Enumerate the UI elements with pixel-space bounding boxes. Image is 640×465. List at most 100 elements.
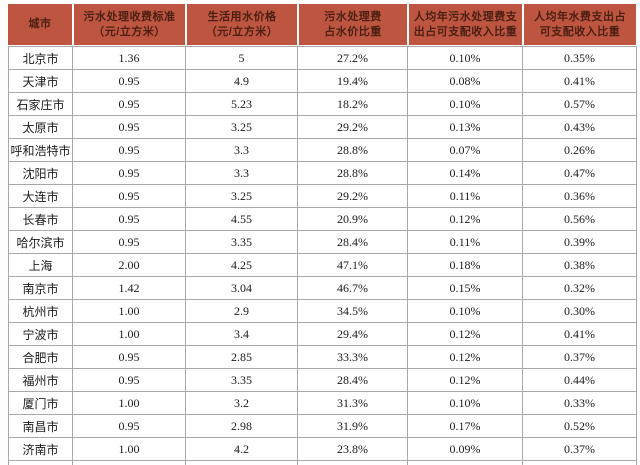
value-cell: 2.9 <box>185 299 298 323</box>
value-cell: 3.3 <box>185 161 298 185</box>
value-cell: 0.95 <box>72 184 186 208</box>
table-row: 南昌市 0.95 2.98 31.9% 0.17% 0.52% <box>8 414 637 438</box>
header-line: 城市 <box>28 18 52 30</box>
city-cell: 太原市 <box>8 115 73 139</box>
table-row: 福州市 0.95 3.35 28.4% 0.12% 0.44% <box>8 368 637 392</box>
header-line: 人均年污水处理费支 <box>413 10 518 23</box>
value-cell: 0.39% <box>522 230 637 254</box>
value-cell: 0.95 <box>72 368 186 392</box>
value-cell: 3.04 <box>185 276 298 300</box>
value-cell: 0.95 <box>72 115 186 139</box>
value-cell: 0.47% <box>522 161 637 185</box>
value-cell: 0.10% <box>407 299 523 323</box>
city-cell: 厦门市 <box>8 391 73 415</box>
header-cell-city: 城市 <box>8 4 72 45</box>
header-line: 占水价比重 <box>324 25 382 38</box>
header-cell-fee-price-ratio: 污水处理费 占水价比重 <box>297 4 407 45</box>
value-cell: 4.25 <box>185 253 298 277</box>
value-cell <box>185 460 298 465</box>
table-row: 合肥市 0.95 2.85 33.3% 0.12% 0.37% <box>8 345 637 369</box>
city-cell: 福州市 <box>8 368 73 392</box>
city-cell: 呼和浩特市 <box>8 138 73 162</box>
value-cell <box>297 460 408 465</box>
value-cell: 0.11% <box>407 230 523 254</box>
value-cell: 3.35 <box>185 368 298 392</box>
value-cell: 0.95 <box>72 207 186 231</box>
value-cell: 19.4% <box>297 69 408 93</box>
value-cell: 34.5% <box>297 299 408 323</box>
header-line: 污水处理收费标准 <box>83 10 176 23</box>
table-row: 宁波市 1.00 3.4 29.4% 0.12% 0.41% <box>8 322 637 346</box>
header-line: 生活用水价格 <box>207 10 277 23</box>
value-cell: 0.12% <box>407 207 523 231</box>
value-cell: 1.42 <box>72 276 186 300</box>
value-cell: 0.52% <box>522 414 637 438</box>
table-row: 呼和浩特市 0.95 3.3 28.8% 0.07% 0.26% <box>8 138 637 162</box>
value-cell: 29.2% <box>297 115 408 139</box>
table-row: 太原市 0.95 3.25 29.2% 0.13% 0.43% <box>8 115 637 139</box>
value-cell: 4.55 <box>185 207 298 231</box>
value-cell: 0.10% <box>407 391 523 415</box>
value-cell: 47.1% <box>297 253 408 277</box>
value-cell: 2.85 <box>185 345 298 369</box>
value-cell: 46.7% <box>297 276 408 300</box>
value-cell: 0.18% <box>407 253 523 277</box>
value-cell: 0.12% <box>407 322 523 346</box>
table-row: 北京市 1.36 5 27.2% 0.10% 0.35% <box>8 46 637 70</box>
value-cell: 0.09% <box>407 437 523 461</box>
value-cell: 1.00 <box>72 437 186 461</box>
value-cell: 5.23 <box>185 92 298 116</box>
value-cell: 4.9 <box>185 69 298 93</box>
header-cell-sewage-fee-standard: 污水处理收费标准 （元/立方米） <box>72 4 185 45</box>
value-cell: 29.4% <box>297 322 408 346</box>
city-cell: 天津市 <box>8 69 73 93</box>
value-cell: 0.95 <box>72 161 186 185</box>
value-cell: 0.12% <box>407 368 523 392</box>
value-cell <box>522 460 637 465</box>
table-row: 石家庄市 0.95 5.23 18.2% 0.10% 0.57% <box>8 92 637 116</box>
value-cell: 3.2 <box>185 391 298 415</box>
value-cell: 3.3 <box>185 138 298 162</box>
value-cell: 0.30% <box>522 299 637 323</box>
header-line: 可支配收入比重 <box>539 25 621 38</box>
value-cell: 0.07% <box>407 138 523 162</box>
city-cell: 哈尔滨市 <box>8 230 73 254</box>
value-cell: 0.36% <box>522 184 637 208</box>
value-cell: 28.4% <box>297 368 408 392</box>
value-cell: 0.26% <box>522 138 637 162</box>
table-row: 哈尔滨市 0.95 3.35 28.4% 0.11% 0.39% <box>8 230 637 254</box>
table-row: 厦门市 1.00 3.2 31.3% 0.10% 0.33% <box>8 391 637 415</box>
value-cell: 31.9% <box>297 414 408 438</box>
header-cell-sewage-income-ratio: 人均年污水处理费支 出占可支配收入比重 <box>407 4 522 45</box>
header-line: 出占可支配收入比重 <box>413 25 518 38</box>
city-cell: 北京市 <box>8 46 73 70</box>
value-cell: 3.35 <box>185 230 298 254</box>
value-cell: 0.95 <box>72 414 186 438</box>
value-cell: 28.8% <box>297 161 408 185</box>
header-line: 污水处理费 <box>324 10 382 23</box>
value-cell: 31.3% <box>297 391 408 415</box>
value-cell: 1.00 <box>72 391 186 415</box>
city-cell: 合肥市 <box>8 345 73 369</box>
city-cell: 上海 <box>8 253 73 277</box>
table-row: 上海 2.00 4.25 47.1% 0.18% 0.38% <box>8 253 637 277</box>
value-cell: 3.4 <box>185 322 298 346</box>
header-line: （元/立方米） <box>205 25 279 38</box>
value-cell: 0.57% <box>522 92 637 116</box>
city-cell: 长春市 <box>8 207 73 231</box>
data-table: 北京市 1.36 5 27.2% 0.10% 0.35% 天津市 0.95 4.… <box>8 46 637 465</box>
header-line: （元/立方米） <box>93 25 166 38</box>
value-cell <box>72 460 186 465</box>
value-cell: 0.08% <box>407 69 523 93</box>
value-cell: 0.95 <box>72 69 186 93</box>
table-row: 南京市 1.42 3.04 46.7% 0.15% 0.32% <box>8 276 637 300</box>
value-cell: 0.14% <box>407 161 523 185</box>
value-cell: 0.35% <box>522 46 637 70</box>
table-row: 济南市 1.00 4.2 23.8% 0.09% 0.37% <box>8 437 637 461</box>
value-cell: 0.32% <box>522 276 637 300</box>
value-cell: 0.44% <box>522 368 637 392</box>
value-cell: 28.4% <box>297 230 408 254</box>
value-cell: 0.38% <box>522 253 637 277</box>
value-cell: 0.15% <box>407 276 523 300</box>
